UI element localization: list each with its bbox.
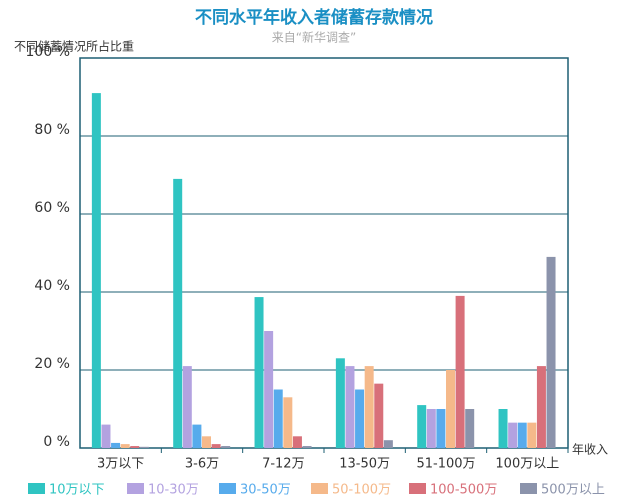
bar [221, 446, 231, 448]
x-tick-label: 100万以上 [495, 457, 559, 472]
chart-title: 不同水平年收入者储蓄存款情况 [195, 7, 433, 28]
bar [426, 409, 436, 448]
bar [283, 397, 293, 448]
bar [355, 389, 365, 448]
bar [120, 444, 130, 448]
plot-frame [79, 57, 569, 449]
y-tick-label: 100 % [26, 44, 70, 60]
bar [536, 366, 546, 448]
bar [192, 424, 202, 448]
bar [446, 370, 455, 448]
bar [302, 446, 312, 448]
bar [273, 389, 283, 448]
bar [101, 424, 111, 448]
bar [364, 366, 374, 448]
bar [455, 295, 465, 448]
bar [130, 446, 140, 448]
bar [211, 444, 221, 448]
y-tick-label: 40 % [34, 278, 70, 294]
legend-swatch [127, 483, 144, 494]
bar [254, 297, 264, 448]
x-tick-label: 3-6万 [185, 457, 219, 472]
bar [182, 366, 192, 448]
bar [139, 446, 149, 448]
bar [264, 331, 274, 448]
bar [202, 436, 211, 448]
bar [517, 422, 527, 448]
bar [173, 178, 183, 448]
bar [417, 405, 427, 448]
y-tick-label: 20 % [34, 356, 70, 372]
bar [527, 422, 537, 448]
bar [465, 409, 475, 448]
y-tick-label: 0 % [43, 434, 70, 450]
legend-swatch [311, 483, 328, 494]
x-tick-label: 13-50万 [339, 457, 390, 472]
legend-label: 10万以下 [49, 483, 105, 498]
x-tick-label: 51-100万 [416, 457, 475, 472]
bar [91, 93, 101, 448]
legend-swatch [520, 483, 537, 494]
bar [111, 442, 121, 448]
x-tick-label: 7-12万 [262, 457, 305, 472]
bar [374, 383, 384, 448]
y-tick-label: 80 % [34, 122, 70, 138]
y-tick-label: 60 % [34, 200, 70, 216]
legend-label: 50-100万 [332, 483, 391, 498]
bar [498, 409, 508, 448]
legend-swatch [219, 483, 236, 494]
y-axis-label: 不同储蓄情况所占比重 [14, 39, 134, 54]
bar [345, 366, 355, 448]
legend-label: 30-50万 [240, 483, 291, 498]
x-axis-label: 年收入 [572, 443, 608, 457]
legend-label: 10-30万 [148, 483, 199, 498]
bar [546, 256, 556, 448]
legend-label: 500万以上 [541, 483, 605, 498]
chart-subtitle: 来自“新华调查” [272, 30, 356, 45]
bar [292, 436, 302, 448]
x-tick-label: 3万以下 [97, 457, 144, 472]
bar [436, 409, 446, 448]
legend-swatch [28, 483, 45, 494]
bar [383, 440, 393, 448]
legend-swatch [409, 483, 426, 494]
bar [335, 358, 345, 448]
legend-label: 100-500万 [430, 483, 497, 498]
bar [508, 422, 518, 448]
